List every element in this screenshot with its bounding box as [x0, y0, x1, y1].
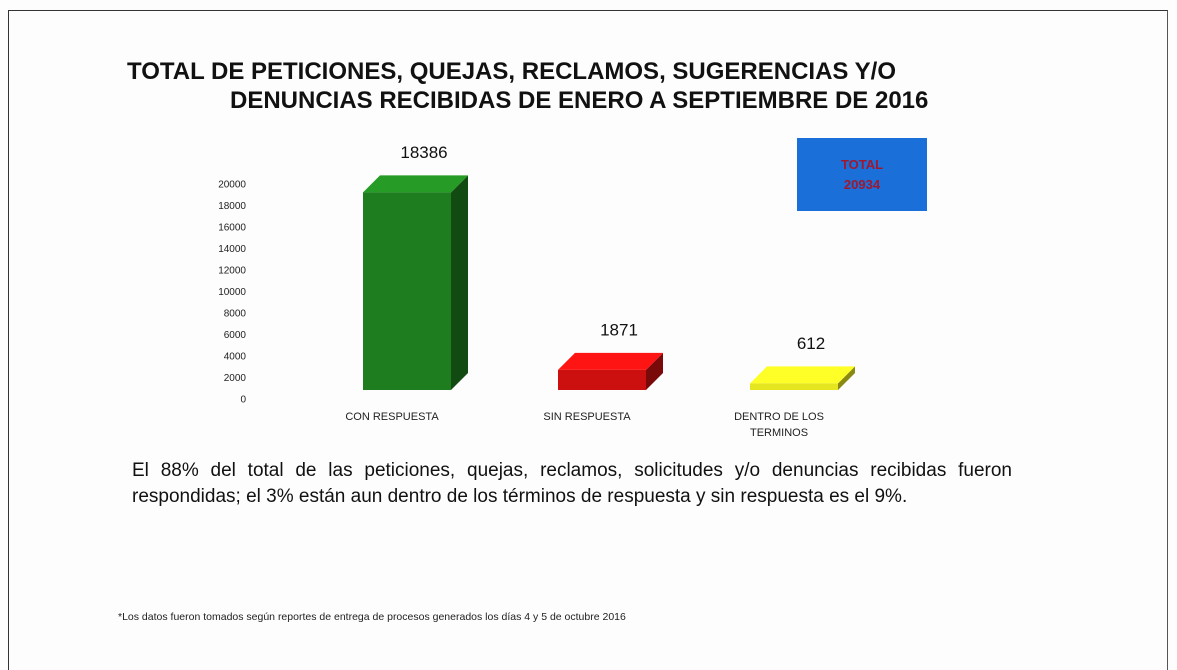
value-label: 1871 [600, 320, 638, 339]
slide-frame [8, 10, 1168, 670]
y-tick-label: 8000 [224, 309, 247, 320]
bar-side [451, 175, 468, 390]
value-label: 612 [797, 334, 825, 353]
x-tick-label: DENTRO DE LOS TERMINOS [734, 411, 824, 439]
bar [558, 369, 646, 390]
y-tick-label: 0 [240, 395, 246, 406]
total-value: 20934 [843, 176, 881, 192]
y-tick-label: 16000 [218, 223, 246, 234]
summary-text: El 88% del total de las peticiones, quej… [132, 460, 1012, 507]
y-tick-label: 2000 [224, 373, 247, 384]
y-tick-label: 14000 [218, 244, 246, 255]
y-tick-label: 6000 [224, 330, 247, 341]
bar-top [750, 366, 855, 384]
x-tick-label: CON RESPUESTA [345, 411, 439, 423]
y-tick-label: 18000 [218, 201, 246, 212]
footnote: *Los datos fueron tomados según reportes… [118, 611, 626, 623]
y-tick-label: 20000 [218, 180, 246, 191]
bar [750, 383, 838, 390]
x-tick-label: SIN RESPUESTA [543, 411, 631, 423]
total-box: TOTAL 20934 [797, 138, 927, 211]
bar [363, 192, 451, 390]
value-label: 18386 [400, 143, 447, 162]
chart-title: TOTAL DE PETICIONES, QUEJAS, RECLAMOS, S… [127, 58, 897, 85]
bar-side [838, 366, 855, 390]
y-tick-label: 4000 [224, 352, 247, 363]
total-label: TOTAL [840, 156, 884, 172]
bar-side [646, 352, 663, 390]
bar-top [363, 175, 468, 193]
bar-top [558, 352, 663, 370]
y-tick-label: 10000 [218, 287, 246, 298]
y-tick-label: 12000 [218, 266, 246, 277]
chart-title: DENUNCIAS RECIBIDAS DE ENERO A SEPTIEMBR… [230, 87, 929, 114]
